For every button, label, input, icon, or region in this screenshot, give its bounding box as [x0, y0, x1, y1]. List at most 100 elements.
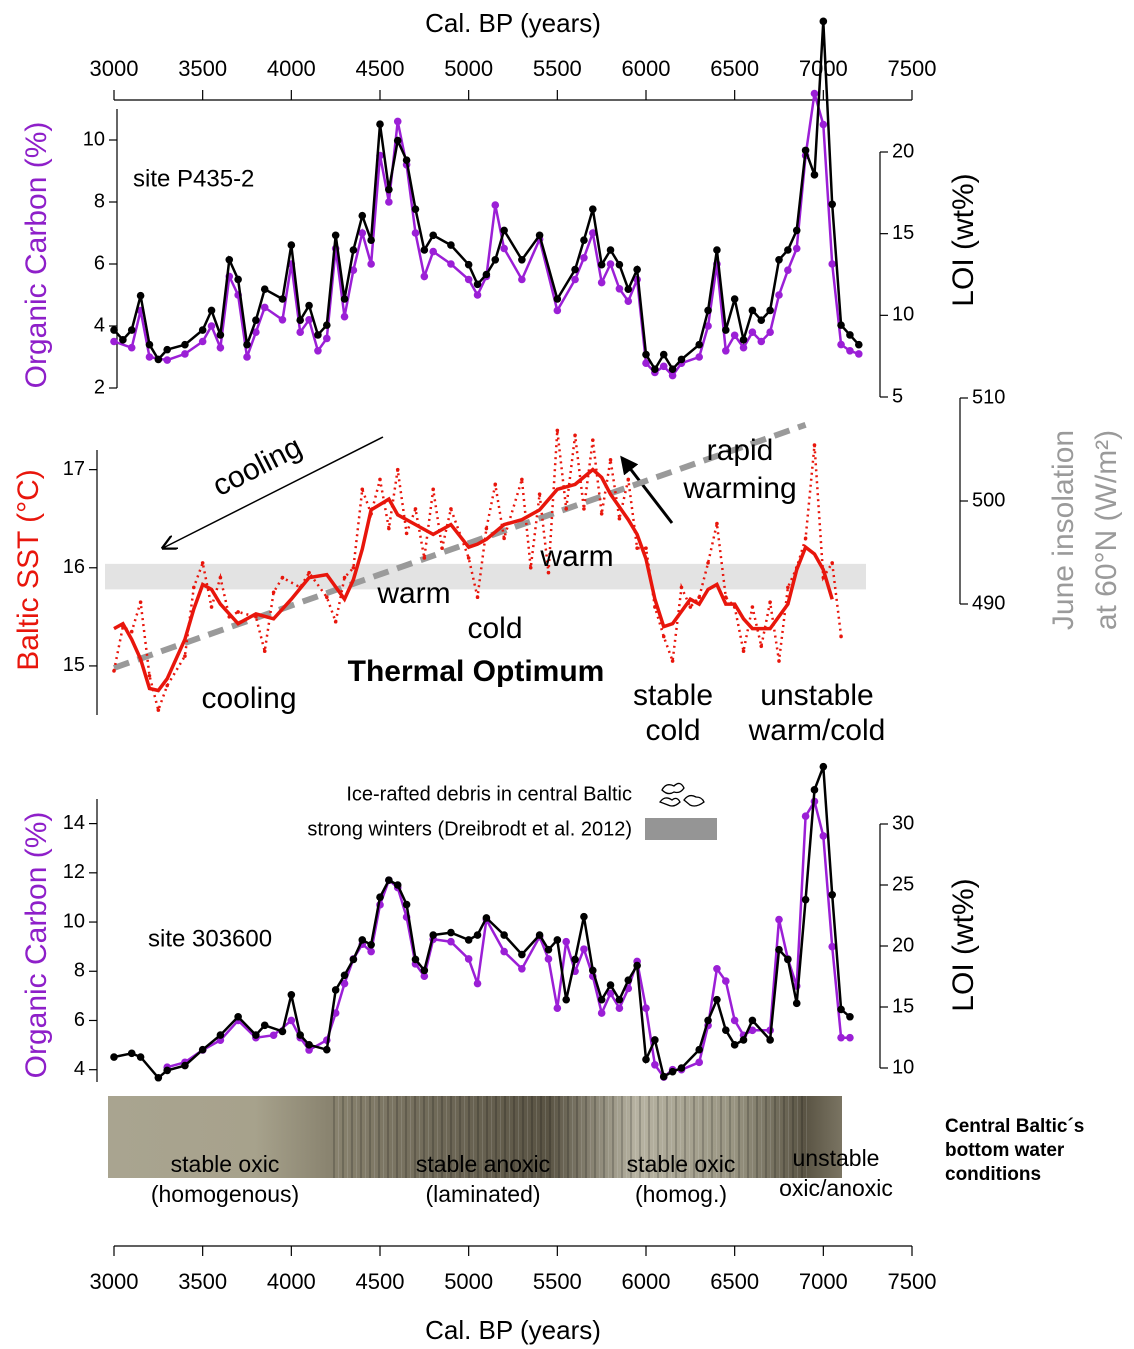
data-point	[597, 1009, 606, 1017]
data-point	[136, 1053, 145, 1061]
data-point	[367, 260, 375, 268]
data-point	[387, 526, 391, 531]
data-point	[775, 915, 783, 924]
data-point	[562, 937, 570, 946]
y2-axis-title: LOI (wt%)	[947, 878, 980, 1011]
data-point	[473, 280, 482, 289]
data-point	[606, 246, 615, 254]
data-point	[775, 291, 783, 299]
data-point	[757, 316, 766, 325]
data-point	[296, 1031, 305, 1039]
data-point	[715, 521, 719, 526]
data-point	[819, 762, 828, 771]
data-point	[635, 546, 639, 550]
data-point	[589, 966, 597, 975]
data-point	[739, 343, 748, 352]
annotation: cold	[467, 612, 522, 645]
data-point	[493, 482, 498, 487]
data-point	[119, 336, 127, 344]
data-point	[597, 995, 606, 1004]
data-point	[553, 306, 562, 315]
data-point	[839, 634, 843, 639]
data-point	[252, 328, 260, 337]
data-point	[812, 443, 817, 447]
data-point	[349, 955, 358, 964]
data-point	[473, 979, 482, 988]
data-point	[659, 350, 668, 359]
data-point	[367, 940, 375, 949]
data-point	[624, 285, 633, 294]
data-point	[810, 171, 819, 179]
x-tick-label: 4500	[356, 1269, 405, 1294]
data-point	[181, 350, 189, 358]
data-point	[156, 708, 161, 712]
data-point	[260, 303, 269, 312]
data-point	[626, 477, 631, 482]
data-point	[580, 253, 588, 262]
data-point	[464, 955, 473, 963]
data-point	[624, 297, 633, 306]
data-point	[500, 931, 508, 939]
data-point	[730, 1016, 739, 1025]
data-point	[323, 334, 331, 343]
data-point	[624, 976, 633, 984]
data-point	[429, 931, 438, 939]
x-tick-label: 3000	[90, 56, 139, 81]
annotation: cold	[645, 714, 700, 747]
data-point	[314, 347, 322, 355]
data-point	[429, 231, 438, 240]
data-point	[562, 995, 570, 1004]
data-point	[792, 226, 801, 235]
data-point	[278, 316, 287, 324]
data-point	[358, 229, 367, 237]
data-point	[580, 912, 588, 921]
data-point	[571, 265, 579, 274]
cooling-arrow	[163, 436, 384, 548]
data-point	[741, 649, 746, 654]
data-point	[280, 575, 285, 580]
core-lamination	[330, 1096, 810, 1178]
y2-tick-label: 15	[892, 995, 914, 1017]
data-point	[528, 565, 533, 570]
data-point	[422, 556, 427, 560]
data-point	[216, 331, 225, 339]
annotation: site 303600	[148, 925, 272, 952]
data-point	[198, 337, 207, 346]
data-point	[651, 1060, 659, 1069]
y2-tick-label: 15	[892, 222, 914, 244]
core-label: (homog.)	[635, 1181, 727, 1207]
x-tick-label: 4000	[267, 56, 316, 81]
data-point	[846, 1033, 854, 1042]
data-point	[580, 945, 588, 953]
data-point	[573, 433, 577, 438]
data-point	[837, 340, 845, 349]
data-point	[571, 955, 579, 964]
data-point	[216, 1031, 225, 1039]
data-point	[792, 244, 801, 253]
data-point	[677, 1064, 686, 1072]
data-point	[615, 260, 624, 269]
data-point	[670, 659, 675, 663]
data-point	[110, 337, 118, 346]
y-tick-label: 6	[94, 252, 105, 274]
y2-tick-label: 20	[892, 140, 914, 162]
data-point	[269, 1031, 278, 1040]
data-point	[127, 326, 136, 334]
core-label: (homogenous)	[151, 1181, 299, 1207]
data-point	[606, 981, 615, 989]
data-point	[198, 326, 207, 334]
x-tick-label: 3500	[178, 56, 227, 81]
data-point	[411, 205, 420, 213]
series-line	[113, 766, 851, 1080]
data-point	[367, 947, 375, 956]
data-point	[518, 275, 526, 284]
data-point	[786, 585, 790, 590]
data-point	[730, 1041, 739, 1049]
y-tick-label: 8	[94, 190, 105, 212]
data-point	[482, 914, 491, 922]
series-line	[112, 430, 843, 715]
y2-axis-title: LOI (wt%)	[947, 173, 980, 306]
data-point	[260, 1021, 269, 1030]
data-point	[243, 340, 251, 349]
